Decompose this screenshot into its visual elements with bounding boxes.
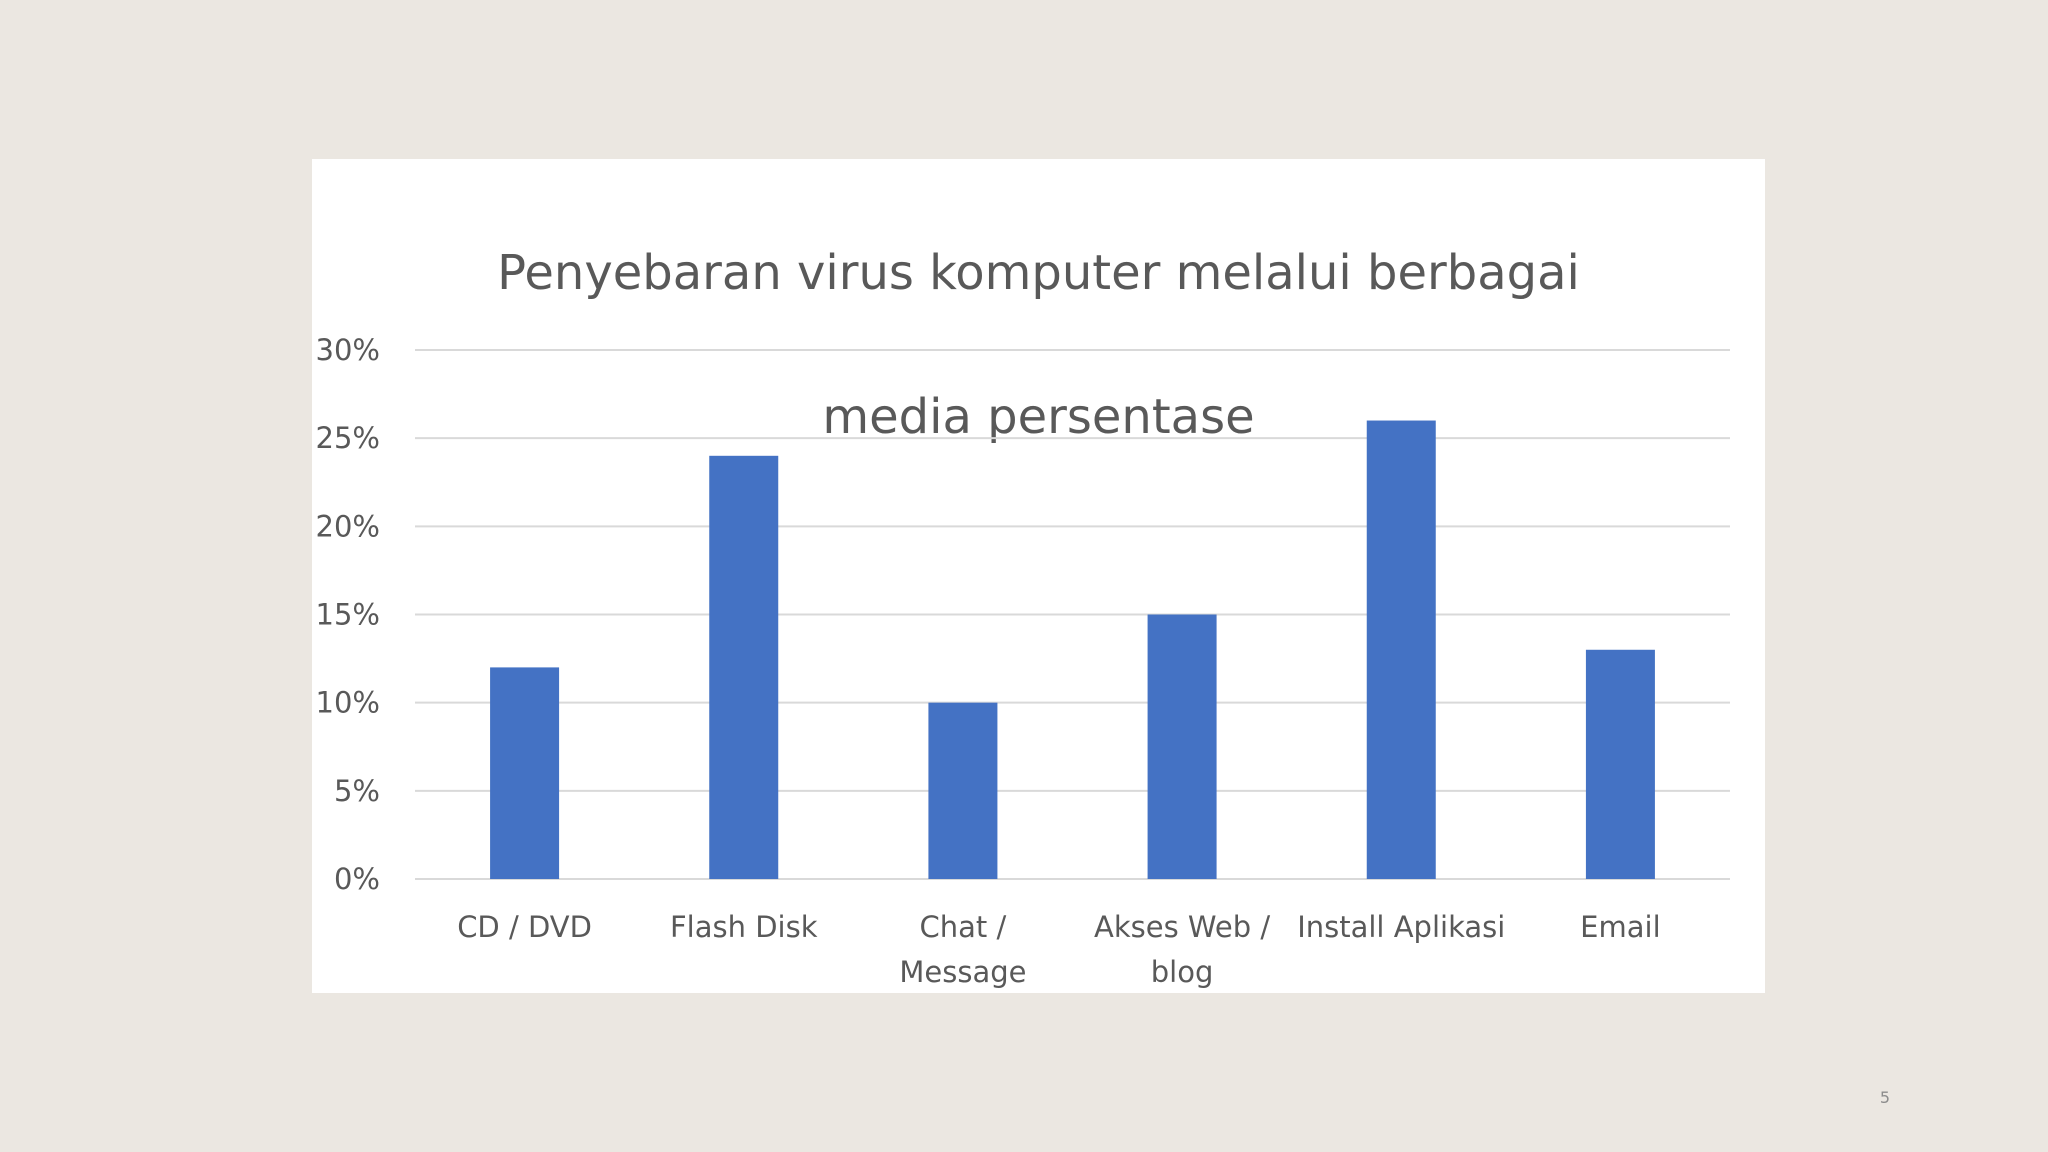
- x-category-label: Chat /: [920, 910, 1007, 944]
- x-category-label: CD / DVD: [457, 910, 592, 944]
- y-tick-label: 0%: [334, 862, 380, 896]
- y-tick-label: 20%: [316, 509, 380, 543]
- chart-title-line-1: Penyebaran virus komputer melalui berbag…: [497, 245, 1580, 301]
- x-category-label: Install Aplikasi: [1297, 910, 1505, 944]
- bar: [709, 455, 779, 879]
- bar: [1366, 420, 1436, 879]
- chart-title: Penyebaran virus komputer melalui berbag…: [312, 165, 1765, 525]
- bar: [1147, 614, 1217, 879]
- bar: [490, 667, 560, 879]
- y-tick-label: 30%: [316, 333, 380, 367]
- x-category-label: Message: [899, 955, 1026, 989]
- chart-card: Penyebaran virus komputer melalui berbag…: [312, 159, 1765, 993]
- bar: [928, 702, 998, 879]
- page-number: 5: [1879, 1088, 1891, 1107]
- y-tick-label: 10%: [316, 686, 380, 720]
- y-tick-label: 5%: [334, 774, 380, 808]
- x-category-label: Flash Disk: [670, 910, 818, 944]
- y-tick-label: 15%: [316, 598, 380, 632]
- bar-chart: 0% 5% 10% 15% 20% 25% 30% CD / DVD Flash Disk Cha…: [316, 333, 1730, 989]
- x-category-label: Email: [1580, 910, 1660, 944]
- bar: [1585, 649, 1655, 879]
- chart-title-line-2: media persentase: [822, 389, 1255, 445]
- y-tick-label: 25%: [316, 421, 380, 455]
- x-category-label: Akses Web /: [1094, 910, 1270, 944]
- x-category-label: blog: [1151, 955, 1214, 989]
